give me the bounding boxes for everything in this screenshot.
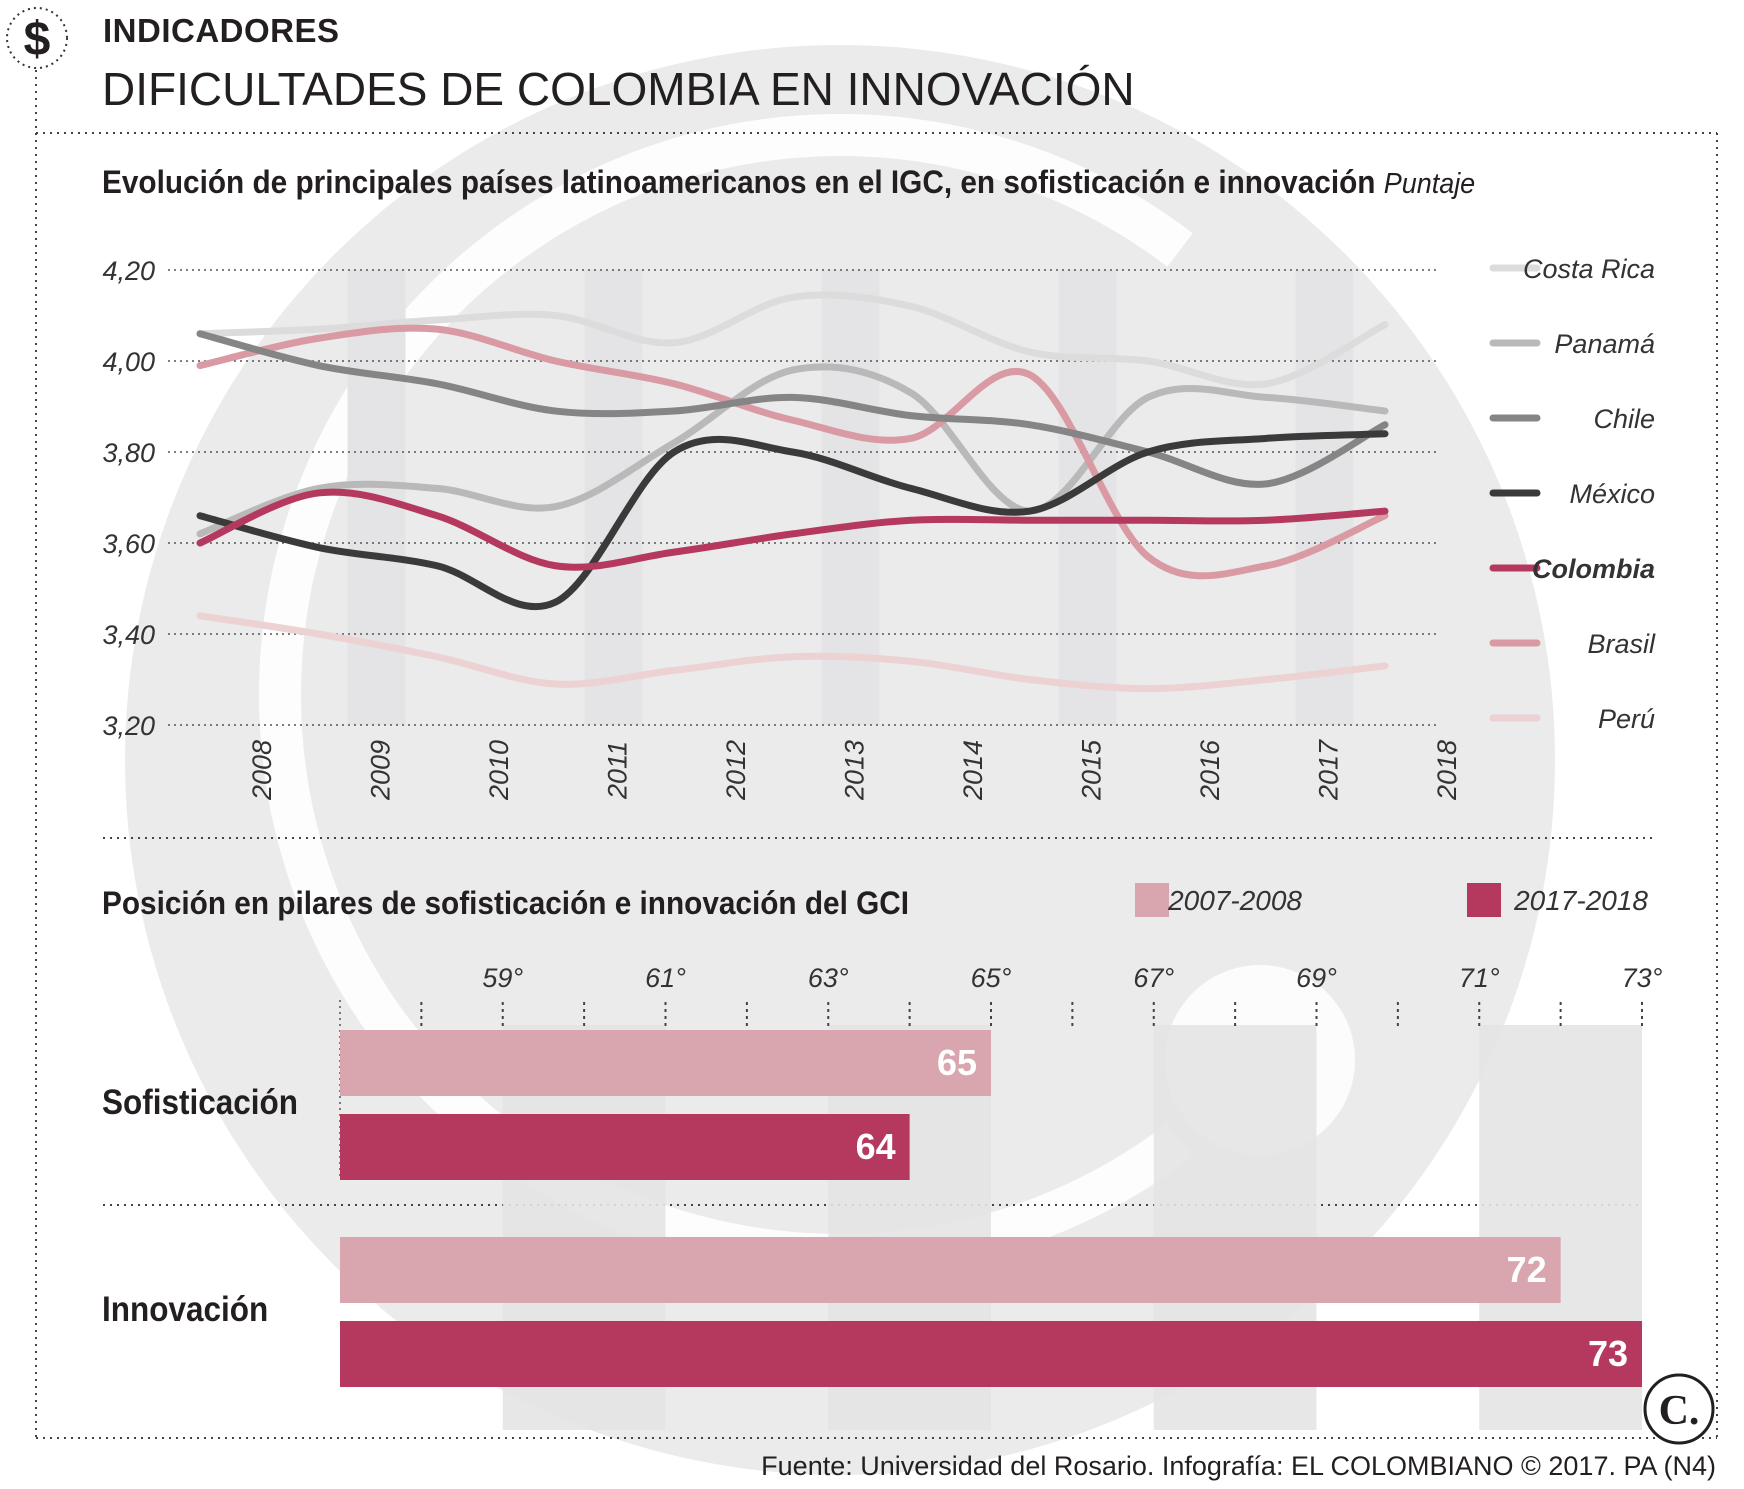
legend-label-colombia: Colombia — [1532, 554, 1655, 584]
bar-value-label: 73 — [1588, 1333, 1628, 1374]
bar-chart-legend: 2007-2008 2017-2018 — [1135, 883, 1648, 917]
bar-category-sofisticacion: Sofisticación — [102, 1083, 299, 1122]
x-tick-label: 2017 — [1314, 739, 1344, 801]
bar-axis-label: 73° — [1622, 963, 1663, 993]
bar-axis-label: 61° — [645, 963, 686, 993]
legend-label-peru: Perú — [1598, 704, 1655, 734]
frame — [35, 70, 1718, 1439]
svg-text:$: $ — [24, 13, 51, 66]
series-line-brasil — [196, 324, 1389, 580]
x-tick-label: 2008 — [247, 740, 277, 801]
bar-chart-title: Posición en pilares de sofisticación e i… — [102, 885, 910, 921]
bar-value-label: 65 — [937, 1042, 977, 1083]
logo-text: C. — [1659, 1388, 1700, 1434]
legend-label-chile: Chile — [1593, 404, 1655, 434]
series-line-colombia — [196, 488, 1389, 571]
bar-axis-label: 59° — [482, 963, 523, 993]
line-chart-y-axis: 4,20 4,00 3,80 3,60 3,40 3,20 — [102, 256, 155, 741]
legend-label-panama: Panamá — [1554, 329, 1655, 359]
x-tick-label: 2015 — [1077, 739, 1107, 801]
legend-label-mexico: México — [1569, 479, 1655, 509]
dollar-sign-icon: $ — [6, 7, 68, 69]
bar-axis-label: 63° — [808, 963, 849, 993]
bar-axis-label: 69° — [1296, 963, 1337, 993]
legend-label-brasil: Brasil — [1587, 629, 1656, 659]
bar-innovacion-2007-2008 — [340, 1237, 1561, 1303]
page-title: DIFICULTADES DE COLOMBIA EN INNOVACIÓN — [102, 63, 1135, 115]
bar-axis-label: 71° — [1459, 963, 1500, 993]
y-tick-label: 3,20 — [102, 711, 155, 741]
bar-category-innovacion: Innovación — [102, 1290, 269, 1329]
x-tick-label: 2013 — [840, 740, 870, 801]
series-line-peru — [196, 612, 1389, 693]
section-label: INDICADORES — [103, 12, 340, 49]
legend-label-costa-rica: Costa Rica — [1523, 254, 1655, 284]
bar-value-label: 72 — [1507, 1249, 1547, 1290]
source-footer: Fuente: Universidad del Rosario. Infogra… — [761, 1451, 1716, 1481]
x-tick-label: 2012 — [721, 740, 751, 801]
x-tick-label: 2011 — [603, 741, 633, 800]
x-tick-label: 2014 — [958, 740, 988, 801]
bar-sofisticacion-2007-2008 — [340, 1030, 991, 1096]
legend-swatch-2017-2018 — [1467, 883, 1501, 917]
series-line-mexico — [196, 430, 1389, 611]
line-chart-grid — [168, 269, 1440, 726]
y-tick-label: 4,00 — [102, 347, 155, 377]
series-line-costa-rica — [196, 291, 1389, 389]
line-chart-unit: Puntaje — [1383, 168, 1476, 200]
line-chart-band — [1295, 270, 1354, 725]
x-tick-label: 2009 — [366, 740, 396, 801]
bar-chart-bars: 65 64 72 73 — [340, 1030, 1642, 1387]
bar-axis-label: 65° — [971, 963, 1012, 993]
legend-label-2007-2008: 2007-2008 — [1167, 885, 1302, 916]
bar-chart-axis: 59° 61° 63° 65° 67° 69° 71° 73° — [339, 963, 1663, 1180]
bar-innovacion-2017-2018 — [340, 1321, 1642, 1387]
series-line-panama — [196, 363, 1389, 538]
line-chart-x-axis: 2008 2009 2010 2011 2012 2013 2014 2015 2016 2017… — [247, 739, 1462, 801]
line-chart-series — [196, 291, 1389, 693]
legend-swatch-2007-2008 — [1135, 883, 1169, 917]
bar-value-label: 64 — [856, 1126, 896, 1167]
bar-axis-label: 67° — [1133, 963, 1174, 993]
y-tick-label: 3,80 — [102, 438, 155, 468]
el-colombiano-logo: C. — [1643, 1373, 1715, 1445]
y-tick-label: 3,60 — [102, 529, 155, 559]
x-tick-label: 2016 — [1195, 739, 1225, 801]
legend-label-2017-2018: 2017-2018 — [1513, 885, 1648, 916]
line-chart-legend: Costa Rica Panamá Chile México Colombia Brasi… — [1489, 254, 1656, 734]
series-line-chile — [196, 330, 1389, 488]
x-tick-label: 2018 — [1432, 740, 1462, 801]
bar-sofisticacion-2017-2018 — [340, 1114, 910, 1180]
line-chart-title-text: Evolución de principales países latinoam… — [102, 164, 1376, 200]
line-chart-band — [821, 270, 880, 725]
x-tick-label: 2010 — [484, 740, 514, 801]
line-chart-title: Evolución de principales países latinoam… — [102, 164, 1475, 201]
y-tick-label: 4,20 — [102, 256, 155, 286]
y-tick-label: 3,40 — [102, 620, 155, 650]
